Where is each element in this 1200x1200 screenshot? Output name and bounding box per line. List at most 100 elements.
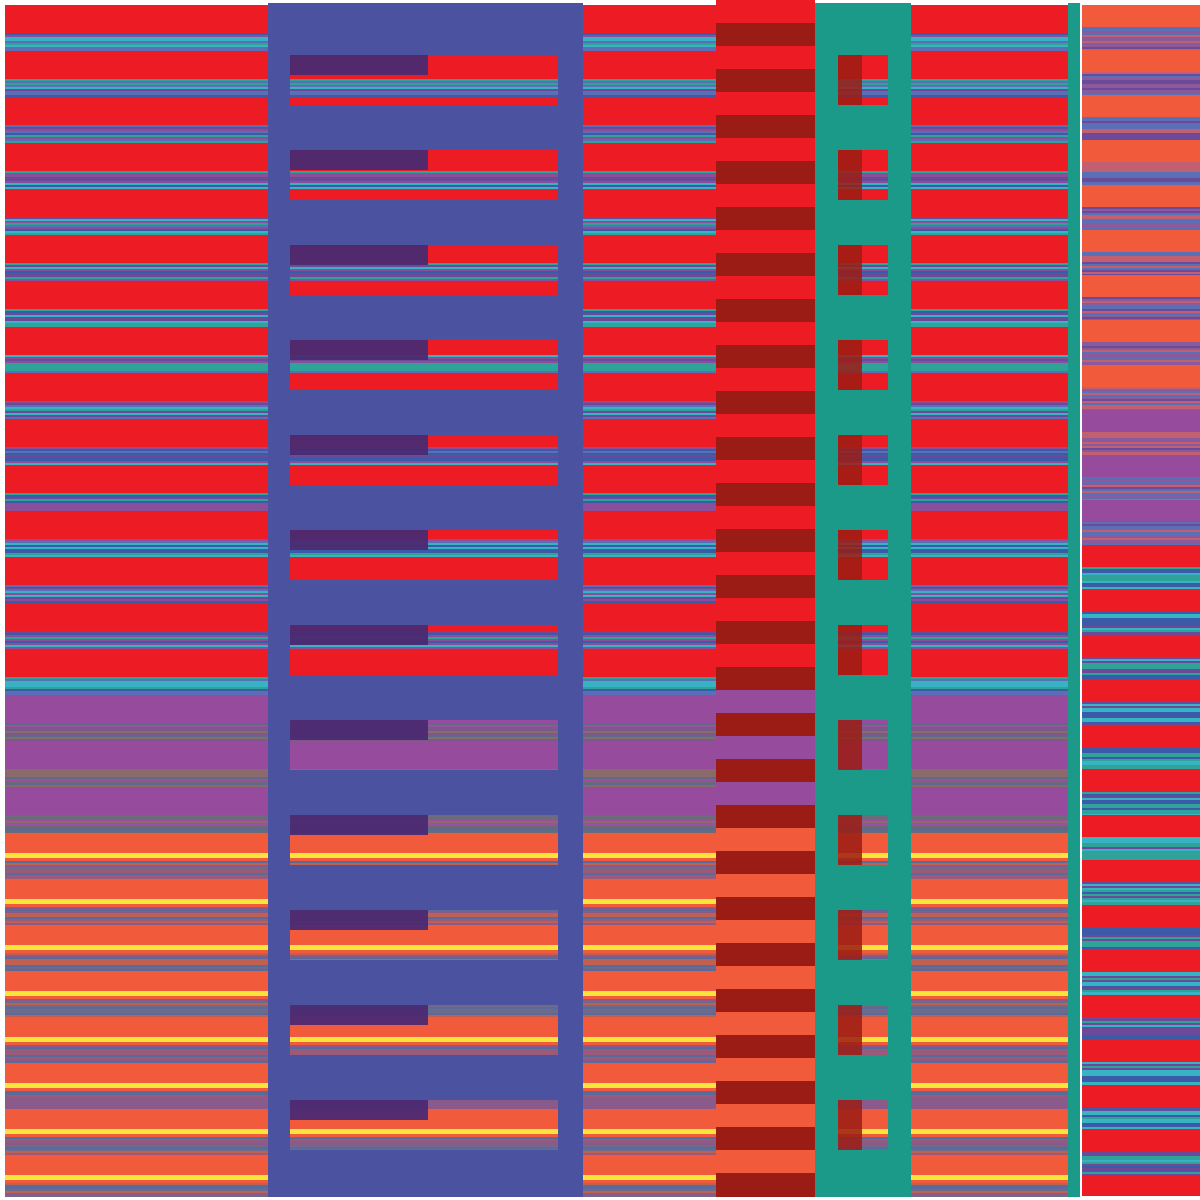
thin-stripe [1082,215,1200,217]
thin-stripe [1082,256,1200,258]
thin-stripe [1082,1160,1200,1162]
thin-stripe [1082,935,1200,937]
thin-stripe [1082,129,1200,131]
right-band [1082,1040,1200,1062]
thin-stripe [1082,675,1200,677]
thin-stripe [1082,931,1200,933]
thin-stripe [1082,1064,1200,1066]
thin-stripe [1082,947,1200,949]
column-band [716,966,815,989]
thin-stripe [1082,84,1200,86]
thin-stripe [1082,395,1200,397]
thin-stripe [1082,86,1200,88]
thin-stripe [1082,483,1200,485]
thin-stripe [1082,127,1200,129]
thin-stripe [1082,1070,1200,1072]
thin-stripe [1082,479,1200,481]
thin-stripe [1082,1123,1200,1125]
blue-column [268,3,583,1197]
thin-stripe [1082,1113,1200,1115]
thin-stripe [1082,974,1200,976]
thin-stripe [1082,1154,1200,1156]
thin-stripe [1082,1035,1200,1037]
thin-stripe [1082,884,1200,886]
thin-stripe [1082,403,1200,405]
thin-stripe [1082,810,1200,812]
thin-stripe [1082,900,1200,902]
thin-stripe [1082,80,1200,82]
column-band [716,414,815,437]
thin-stripe [1082,254,1200,256]
thin-stripe [1082,452,1200,454]
column-band [716,0,815,23]
thin-stripe [1082,839,1200,841]
column-band [716,322,815,345]
thin-stripe [1082,493,1200,495]
thin-stripe [1082,225,1200,227]
thin-stripe [1082,755,1200,757]
thin-stripe [1082,1164,1200,1166]
thin-stripe [1082,1121,1200,1123]
thin-stripe [1082,135,1200,137]
thin-stripe [1082,614,1200,616]
thin-stripe [1082,888,1200,890]
thin-stripe [1082,704,1200,706]
right-band [1082,140,1200,162]
column-band [716,1104,815,1127]
column-band [716,828,815,851]
thin-stripe [1082,847,1200,849]
thin-stripe [1082,657,1200,659]
thin-stripe [1082,78,1200,80]
thin-stripe [1082,223,1200,225]
thin-stripe [1082,393,1200,395]
thin-stripe [1082,1037,1200,1039]
thin-stripe [1082,1172,1200,1174]
thin-stripe [1082,982,1200,984]
thin-stripe [1082,29,1200,31]
right-band [1082,995,1200,1017]
right-band [1082,905,1200,927]
thin-stripe [1082,117,1200,119]
thin-stripe [1082,528,1200,530]
thin-stripe [1082,307,1200,309]
thin-stripe [1082,299,1200,301]
thin-stripe [1082,898,1200,900]
column-band [716,184,815,207]
thin-stripe [1082,35,1200,37]
thin-stripe [1082,485,1200,487]
right-band [1082,950,1200,972]
thin-stripe [1082,534,1200,536]
thin-stripe [1082,1156,1200,1158]
thin-stripe [1082,1158,1200,1160]
thin-stripe [1082,1115,1200,1117]
thin-stripe [1082,88,1200,90]
thin-stripe [1082,33,1200,35]
thin-stripe [1082,1033,1200,1035]
thin-stripe [1082,569,1200,571]
thin-stripe [1082,616,1200,618]
thin-stripe [1082,718,1200,720]
thin-stripe [1082,495,1200,497]
thin-stripe [1082,849,1200,851]
thin-stripe [1082,1109,1200,1111]
thin-stripe [1082,131,1200,133]
thin-stripe [1082,851,1200,853]
thin-stripe [1082,763,1200,765]
thin-stripe [1082,902,1200,904]
thin-stripe [1082,577,1200,579]
thin-stripe [1082,581,1200,583]
thin-stripe [1082,1119,1200,1121]
thin-stripe [1082,706,1200,708]
thin-stripe [1082,843,1200,845]
right-band [1082,275,1200,297]
thin-stripe [1082,354,1200,356]
thin-stripe [1082,313,1200,315]
thin-stripe [1082,491,1200,493]
thin-stripe [1082,76,1200,78]
thin-stripe [1082,119,1200,121]
thin-stripe [1082,896,1200,898]
thin-stripe [1082,671,1200,673]
right-band [1082,860,1200,882]
